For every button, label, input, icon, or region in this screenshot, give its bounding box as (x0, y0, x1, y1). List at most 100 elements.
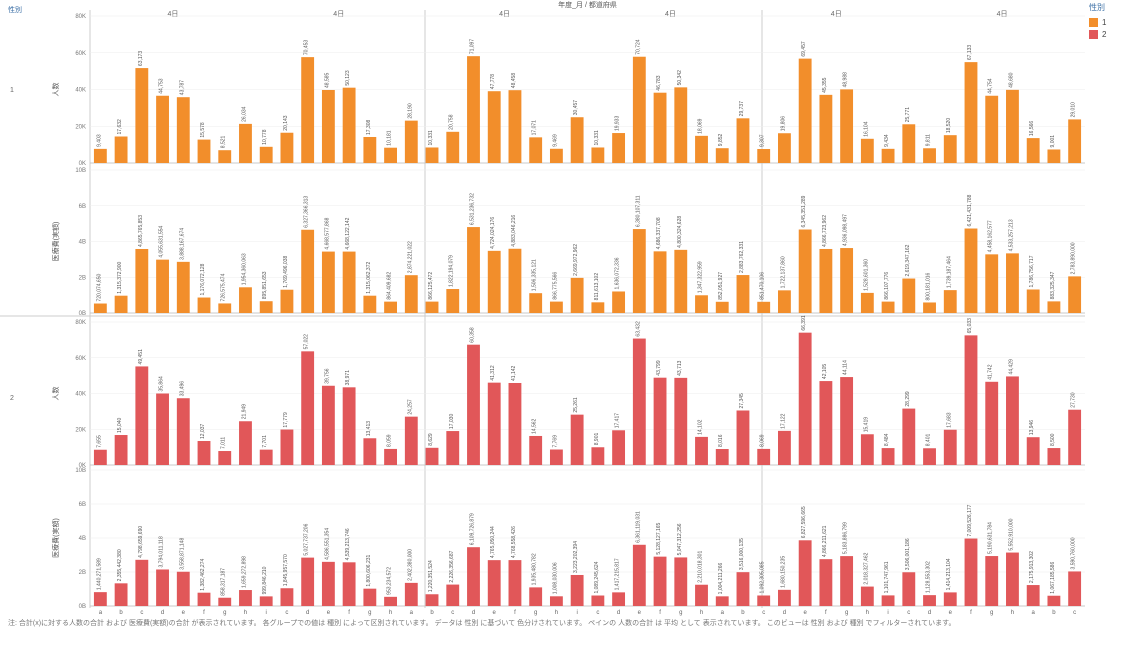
bar (757, 301, 771, 313)
bar (280, 429, 294, 465)
bar (1068, 276, 1082, 313)
data-label: 20,143 (283, 115, 289, 131)
bar (715, 449, 729, 465)
data-label: 2,874,221,022 (407, 241, 413, 273)
bar (902, 408, 916, 465)
x-tick-label: h (555, 610, 558, 616)
data-label: 38,971 (345, 370, 351, 386)
bar (715, 596, 729, 606)
y-tick-label: 10B (75, 168, 86, 174)
bar (529, 293, 543, 313)
bar (860, 586, 874, 606)
data-label: 811,613,102 (594, 273, 600, 301)
data-label: 69,457 (801, 41, 807, 57)
bar (508, 248, 522, 313)
data-label: 1,128,553,302 (926, 561, 932, 593)
bar (549, 596, 563, 606)
data-label: 44,753 (159, 78, 165, 94)
data-label: 4,866,723,962 (822, 215, 828, 247)
data-label: 28,190 (407, 103, 413, 119)
bar (549, 301, 563, 313)
data-label: 30,457 (573, 100, 579, 116)
bar (156, 569, 169, 606)
x-tick-label: h (700, 610, 703, 616)
data-label: 4,586,551,354 (324, 528, 330, 560)
x-tick-label: d (928, 610, 931, 616)
x-tick-label: a (99, 610, 103, 616)
bar (757, 149, 771, 163)
data-label: 28,299 (905, 391, 911, 407)
bar (1068, 119, 1082, 163)
x-tick-label: f (514, 610, 516, 616)
bar (819, 381, 833, 465)
data-label: 17,308 (366, 119, 372, 135)
bar (1026, 138, 1040, 163)
data-label: 1,954,360,063 (241, 253, 247, 285)
data-label: 44,429 (1008, 359, 1014, 375)
data-label: 5,183,886,799 (843, 522, 849, 554)
data-label: 50,342 (677, 70, 683, 86)
data-label: 8,059 (387, 434, 393, 447)
x-tick-label: f (970, 610, 972, 616)
data-label: 895,851,653 (262, 271, 268, 299)
data-label: 1,176,072,128 (200, 263, 206, 295)
data-label: 15,040 (117, 418, 123, 434)
bar (798, 58, 812, 163)
bar (881, 448, 895, 465)
bar (840, 556, 854, 606)
data-label: 1,722,137,860 (780, 256, 786, 288)
legend-item-2[interactable]: 2 (1089, 28, 1106, 40)
data-label: 16,104 (863, 121, 869, 137)
data-label: 17,683 (946, 412, 952, 428)
bar (135, 559, 149, 606)
data-label: 6,531,236,732 (469, 193, 475, 225)
data-label: 19,806 (780, 116, 786, 132)
data-label: 6,361,119,031 (635, 511, 641, 543)
bar (840, 248, 854, 313)
bar (135, 248, 149, 313)
data-label: 48,680 (1008, 72, 1014, 88)
x-tick-label: g (845, 610, 848, 616)
data-label: 8,500 (1050, 433, 1056, 446)
bar (321, 385, 335, 465)
data-label: 3,506,001,186 (905, 538, 911, 570)
data-label: 4,668,122,142 (345, 217, 351, 249)
data-label: 8,016 (718, 434, 724, 447)
x-tick-label: d (161, 610, 164, 616)
x-tick-label: f (348, 610, 350, 616)
data-label: 25,261 (573, 397, 579, 413)
y-tick-label: 10B (75, 468, 86, 474)
data-label: 12,037 (200, 423, 206, 439)
data-label: 2,669,972,962 (573, 244, 579, 276)
x-tick-label: c (596, 610, 599, 616)
column-header-title: 年度_月 / 都道府県 (558, 0, 617, 9)
data-label: 4,055,631,554 (159, 225, 165, 257)
data-label: 4,533,257,213 (1008, 219, 1014, 251)
data-label: 27,730 (1071, 392, 1077, 408)
bar (653, 251, 667, 313)
data-label: 999,846,210 (262, 566, 268, 594)
data-label: 6,345,351,289 (801, 195, 807, 227)
data-label: 71,097 (469, 39, 475, 55)
data-label: 21,949 (241, 404, 247, 420)
legend-item-1[interactable]: 1 (1089, 16, 1106, 28)
bar (239, 287, 252, 313)
data-label: 67,133 (967, 45, 973, 61)
bar (632, 544, 646, 606)
bar (778, 290, 791, 313)
bar (404, 582, 418, 606)
data-label: 4,724,024,176 (490, 217, 496, 249)
bar (197, 297, 211, 313)
data-label: 47,778 (490, 74, 496, 90)
data-label: 5,047,312,256 (677, 523, 683, 555)
y-tick-label: 40K (75, 392, 86, 398)
bar (156, 95, 169, 163)
data-label: 1,067,185,586 (1050, 562, 1056, 594)
bar (176, 398, 190, 465)
bar (612, 592, 626, 606)
data-label: 5,128,127,165 (656, 522, 662, 554)
bar (570, 277, 584, 313)
bar (798, 540, 812, 606)
column-header-1: 4日 (167, 10, 178, 18)
bar (985, 95, 999, 163)
